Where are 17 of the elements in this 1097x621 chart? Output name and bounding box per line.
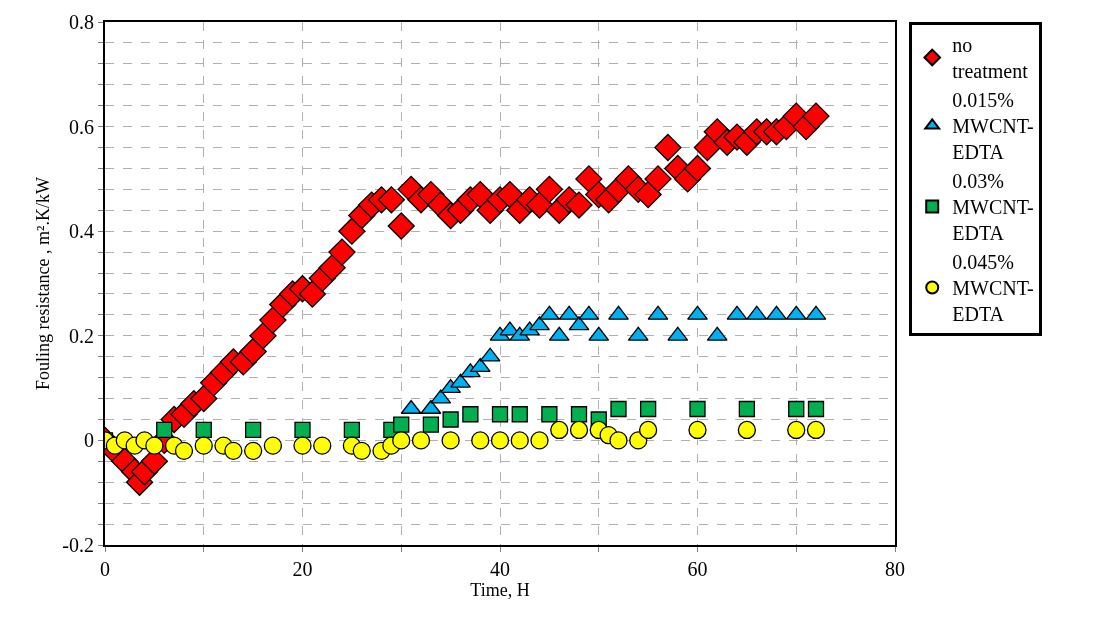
y-tick-label: 0.2: [69, 324, 94, 347]
y-tick-label: 0.4: [69, 220, 94, 243]
y-axis-title: Fouling resistance , m².K/kW: [33, 177, 54, 390]
legend-label: 0.045% MWCNT-EDTA: [952, 251, 1034, 326]
x-tick-label: 20: [292, 558, 313, 580]
legend-label: 0.03% MWCNT-EDTA: [952, 170, 1034, 245]
legend-label: no treatment: [952, 34, 1029, 83]
y-tick-label: 0.6: [69, 115, 94, 138]
y-tick-label: 0: [84, 429, 94, 452]
y-tick-label: -0.2: [62, 534, 94, 556]
x-tick-label: 80: [885, 558, 905, 580]
x-tick-label: 0: [100, 558, 110, 580]
y-tick-label: 0.8: [69, 11, 94, 33]
legend-label: 0.015% MWCNT-EDTA: [952, 89, 1034, 164]
x-axis-title: Time, H: [470, 580, 530, 600]
x-tick-label: 60: [687, 558, 708, 580]
x-tick-label: 40: [490, 558, 510, 580]
